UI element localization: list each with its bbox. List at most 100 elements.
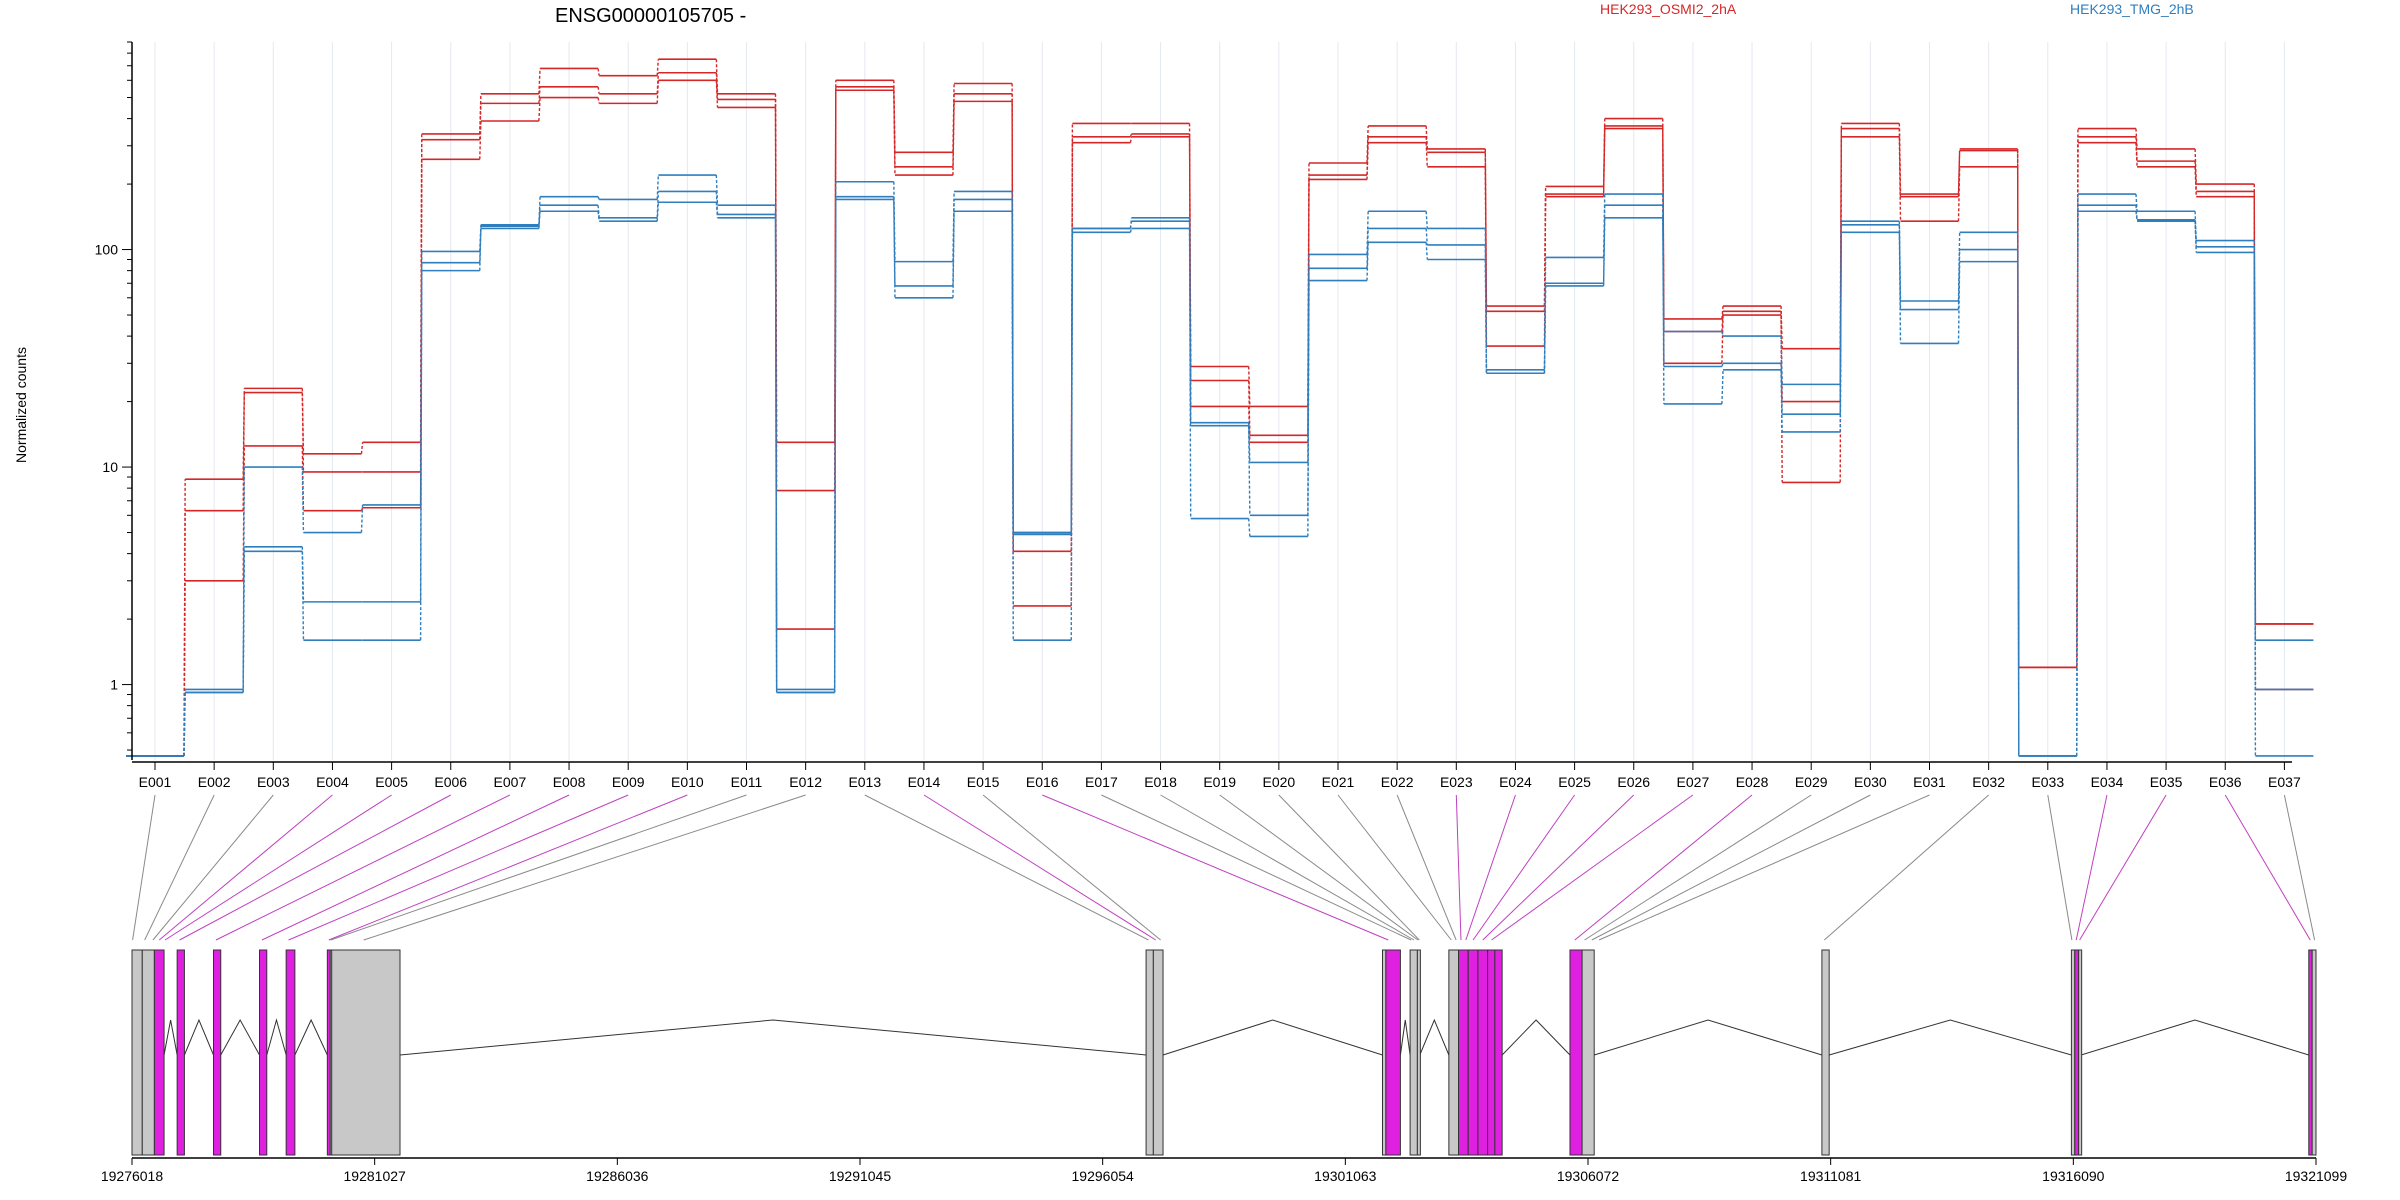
connector-e012 [363, 794, 806, 941]
exon-box-e006 [259, 949, 268, 1156]
series-step [1188, 228, 1192, 519]
series-step [833, 199, 837, 693]
connector-e013 [864, 794, 1149, 941]
exon-box-e012 [1152, 949, 1164, 1156]
exon-box-e011 [1145, 949, 1154, 1156]
series-step [1957, 232, 1961, 302]
exon-box-e021 [1487, 949, 1496, 1156]
genomic-tick-label: 19276018 [101, 1168, 164, 1184]
x-tick-label-e026: E026 [1617, 774, 1650, 790]
x-tick-label-e031: E031 [1913, 774, 1946, 790]
x-tick-label-e003: E003 [257, 774, 290, 790]
exon-box-e023 [1569, 949, 1583, 1156]
series-step [1721, 315, 1724, 364]
series-step [597, 97, 600, 104]
x-tick-label-e030: E030 [1854, 774, 1887, 790]
series-step [1957, 261, 1961, 344]
connector-e004 [158, 794, 333, 941]
series-step [1484, 259, 1488, 374]
series-step [2194, 161, 2197, 192]
series-step [1957, 166, 1961, 222]
intron-5 [220, 1018, 260, 1056]
series-step [479, 226, 482, 263]
series-step [1129, 133, 1133, 138]
x-tick-label-e015: E015 [967, 774, 1000, 790]
x-tick-label-e008: E008 [553, 774, 586, 790]
exon-box-e022 [1494, 949, 1503, 1156]
intron-6 [266, 1018, 287, 1056]
series-step [479, 120, 482, 160]
series-step [1366, 142, 1369, 180]
intron-7 [294, 1018, 328, 1056]
series-step [1721, 369, 1724, 405]
series-step [1662, 217, 1665, 404]
x-tick-label-e001: E001 [139, 774, 172, 790]
y-axis-label: Normalized counts [13, 347, 29, 463]
series-step [597, 211, 600, 222]
x-tick-label-e034: E034 [2091, 774, 2124, 790]
connector-e017 [1101, 794, 1412, 941]
x-tick-label-e021: E021 [1322, 774, 1355, 790]
series-step [1425, 211, 1428, 229]
exon-box-e029 [2308, 949, 2313, 1156]
series-step [1898, 232, 1902, 344]
series-step [656, 59, 660, 76]
connector-e010 [328, 794, 688, 941]
series-step [538, 211, 541, 229]
series-step [952, 211, 955, 298]
connector-e002 [144, 794, 215, 941]
series-step [1248, 518, 1251, 537]
series-step [1366, 242, 1369, 281]
genomic-tick-label: 19291045 [829, 1168, 892, 1184]
exon-box-e016 [1416, 949, 1421, 1156]
x-tick-label-e028: E028 [1736, 774, 1769, 790]
x-tick-label-e002: E002 [198, 774, 231, 790]
intron-25 [1829, 1019, 2072, 1056]
series-step [1898, 136, 1902, 222]
series-step [2135, 193, 2138, 212]
x-tick-label-e017: E017 [1085, 774, 1118, 790]
series-step [1721, 363, 1724, 367]
series-step [1425, 228, 1428, 245]
connector-e036 [2224, 794, 2311, 941]
intron-14 [1399, 1019, 1411, 1056]
exon-box-e001 [131, 949, 143, 1156]
x-tick-label-e020: E020 [1262, 774, 1295, 790]
genomic-tick-label: 19286036 [586, 1168, 649, 1184]
exon-box-e002 [141, 949, 155, 1156]
connector-e030 [1591, 794, 1871, 941]
genomic-tick-label: 19306072 [1557, 1168, 1620, 1184]
connector-e035 [2079, 794, 2167, 941]
x-tick-label-e007: E007 [494, 774, 527, 790]
connector-e001 [132, 794, 156, 941]
x-tick-label-e014: E014 [908, 774, 941, 790]
exon-box-e024 [1581, 949, 1595, 1156]
x-tick-label-e037: E037 [2268, 774, 2301, 790]
series-step [1543, 257, 1547, 370]
x-tick-label-e022: E022 [1381, 774, 1414, 790]
series-step [715, 59, 719, 94]
intron-28 [2080, 1019, 2309, 1056]
connector-e033 [2047, 794, 2073, 941]
series-step [774, 217, 778, 693]
series-step [1602, 125, 1606, 195]
series-step [656, 191, 660, 218]
x-tick-label-e013: E013 [848, 774, 881, 790]
exon-box-e004 [176, 949, 185, 1156]
exon-box-e020 [1477, 949, 1489, 1156]
exon-box-e028 [2078, 949, 2083, 1156]
series-step [1366, 228, 1369, 269]
series-step [360, 442, 364, 454]
x-tick-label-e035: E035 [2150, 774, 2183, 790]
series-step [1602, 128, 1606, 197]
y-tick-label: 10 [102, 459, 118, 475]
x-tick-label-e016: E016 [1026, 774, 1059, 790]
exon-box-e017 [1448, 949, 1460, 1156]
y-tick-label: 100 [95, 242, 119, 258]
intron-16 [1419, 1018, 1450, 1056]
series-step [1248, 422, 1251, 463]
series-step [1307, 280, 1310, 537]
series-step [1129, 136, 1133, 143]
y-tick-label: 1 [110, 677, 118, 693]
series-step [2135, 211, 2138, 222]
